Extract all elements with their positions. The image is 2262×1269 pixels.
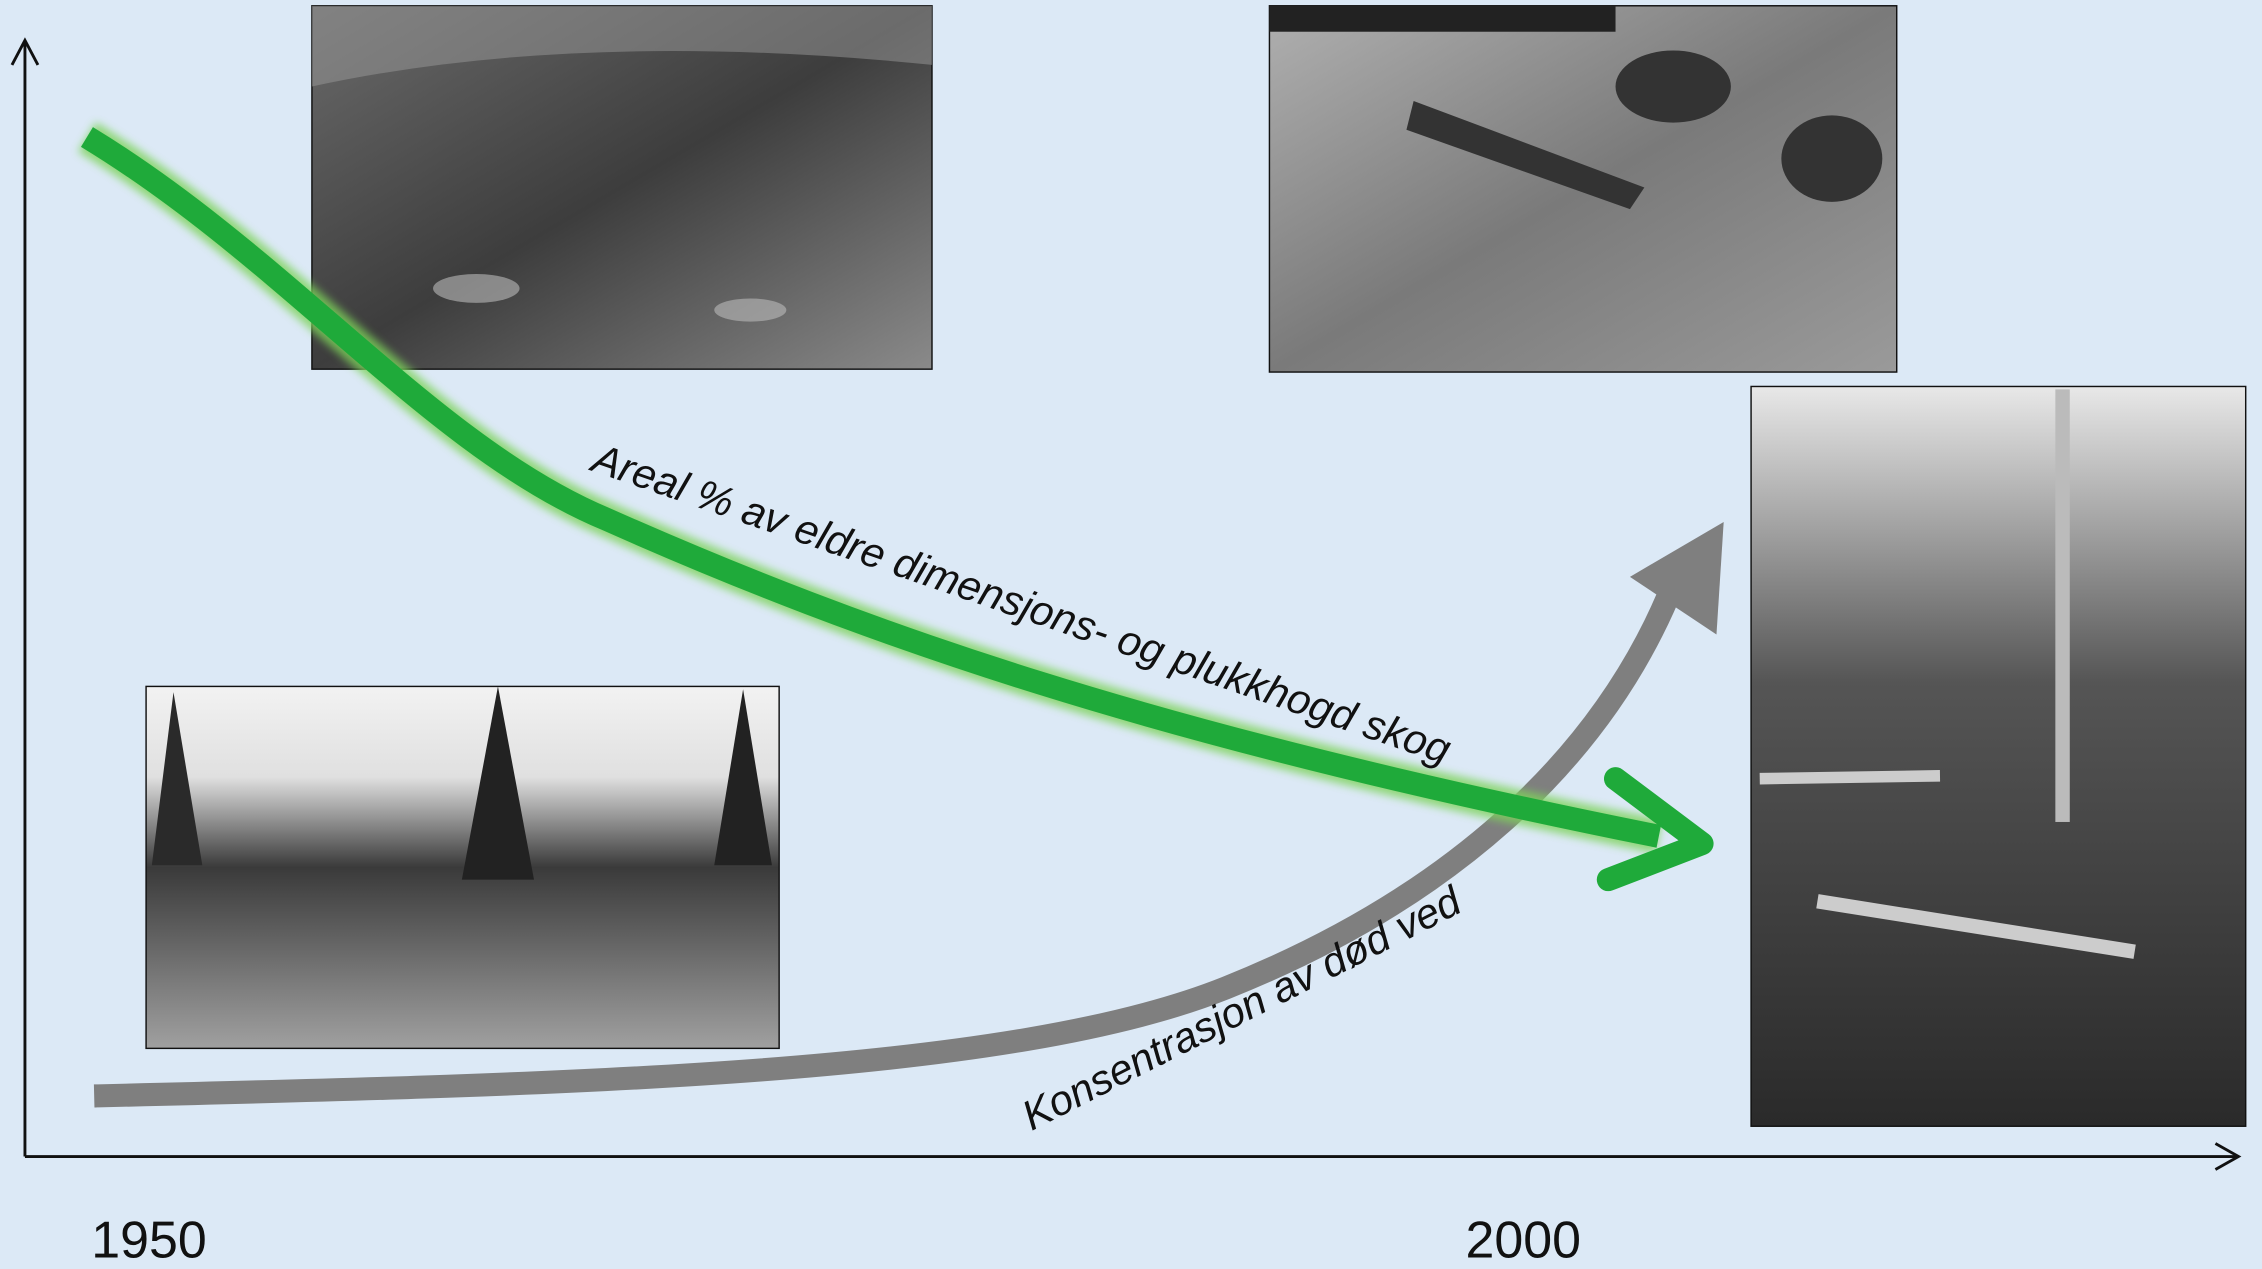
curve-label: Konsentrasjon av død ved <box>1014 876 1470 1139</box>
dead-wood-curve <box>93 522 1724 1108</box>
old-forest-curve <box>77 122 1714 892</box>
photo-clearcut <box>145 685 780 1050</box>
aerial-photo-1950 <box>311 5 933 370</box>
axis-start-label: 1950 <box>91 1211 206 1269</box>
aerial-photo-2000 <box>1268 5 1898 373</box>
axis-end-label: 2000 <box>1465 1211 1580 1269</box>
photo-old-forest <box>1750 385 2247 1127</box>
axes <box>10 37 2242 1171</box>
